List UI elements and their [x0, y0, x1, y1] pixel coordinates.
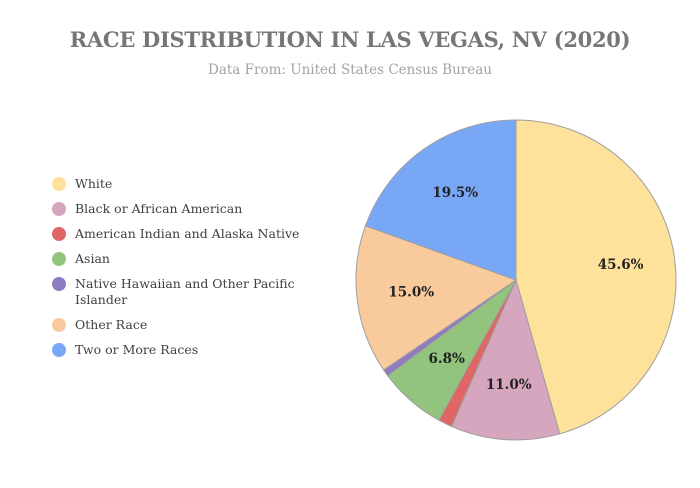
legend-label: Two or More Races	[75, 342, 199, 357]
legend: White Black or African American American…	[52, 176, 332, 367]
legend-label: American Indian and Alaska Native	[75, 226, 300, 241]
pie-labels: 45.6% 11.0% 6.8% 15.0% 19.5%	[388, 185, 643, 393]
legend-swatch-icon	[52, 227, 66, 241]
legend-label: Other Race	[75, 317, 148, 332]
legend-item-asian[interactable]: Asian	[52, 251, 332, 267]
legend-swatch-icon	[52, 177, 66, 191]
legend-swatch-icon	[52, 277, 66, 291]
legend-item-american-indian[interactable]: American Indian and Alaska Native	[52, 226, 332, 242]
legend-label: Black or African American	[75, 201, 243, 216]
legend-item-other-race[interactable]: Other Race	[52, 317, 332, 333]
legend-item-black[interactable]: Black or African American	[52, 201, 332, 217]
chart-subtitle: Data From: United States Census Bureau	[208, 62, 492, 78]
legend-item-native-hawaiian[interactable]: Native Hawaiian and Other Pacific Island…	[52, 276, 332, 308]
legend-swatch-icon	[52, 343, 66, 357]
legend-swatch-icon	[52, 318, 66, 332]
legend-label: White	[75, 176, 113, 191]
legend-item-white[interactable]: White	[52, 176, 332, 192]
pie-slices	[355, 119, 677, 441]
chart-title: RACE DISTRIBUTION IN LAS VEGAS, NV (2020…	[69, 27, 631, 52]
slice-label-white: 45.6%	[598, 257, 644, 273]
slice-label-black: 11.0%	[486, 377, 532, 393]
legend-swatch-icon	[52, 252, 66, 266]
slice-label-asian: 6.8%	[429, 351, 465, 367]
legend-item-two-or-more[interactable]: Two or More Races	[52, 342, 332, 358]
slice-label-two-or-more: 19.5%	[432, 185, 478, 201]
legend-label: Native Hawaiian and Other Pacific Island…	[75, 276, 295, 307]
legend-swatch-icon	[52, 202, 66, 216]
pie-slice-other-race[interactable]	[355, 225, 518, 371]
pie-slice-two-or-more[interactable]	[364, 119, 517, 281]
legend-label: Asian	[75, 251, 110, 266]
pie-slice-white[interactable]	[515, 119, 677, 435]
slice-label-other-race: 15.0%	[388, 285, 434, 301]
pie-slice-black[interactable]	[450, 278, 561, 441]
